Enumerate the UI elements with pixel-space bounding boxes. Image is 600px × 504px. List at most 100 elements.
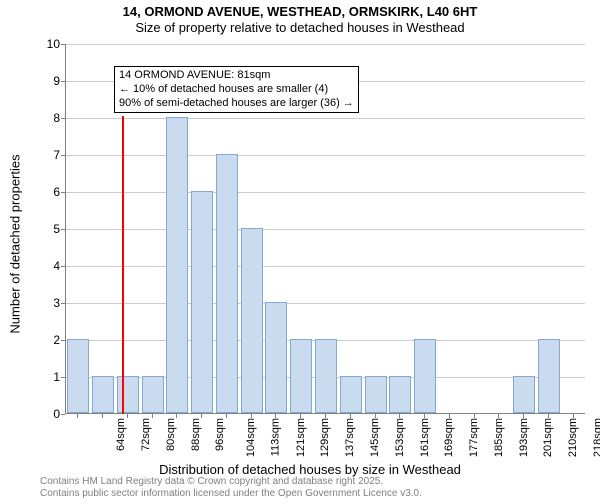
xtick-mark: [449, 414, 450, 418]
xtick-label: 72sqm: [140, 418, 152, 451]
ytick-mark: [61, 377, 65, 378]
xtick-label: 161sqm: [419, 418, 431, 457]
gridline: [66, 192, 585, 193]
bar: [389, 376, 411, 413]
ytick-mark: [61, 81, 65, 82]
gridline: [66, 229, 585, 230]
marker-line: [122, 116, 124, 414]
xtick-mark: [201, 414, 202, 418]
ytick-label: 5: [40, 222, 60, 236]
xtick-label: 64sqm: [115, 418, 127, 451]
bar: [92, 376, 114, 413]
ytick-label: 10: [40, 37, 60, 51]
bar: [142, 376, 164, 413]
ytick-label: 0: [40, 407, 60, 421]
plot-area: 14 ORMOND AVENUE: 81sqm ← 10% of detache…: [65, 44, 585, 414]
bar: [241, 228, 263, 413]
ytick-label: 3: [40, 296, 60, 310]
xtick-mark: [498, 414, 499, 418]
y-axis-title: Number of detached properties: [8, 154, 23, 333]
ytick-mark: [61, 303, 65, 304]
ytick-label: 9: [40, 74, 60, 88]
xtick-label: 137sqm: [344, 418, 356, 457]
xtick-mark: [127, 414, 128, 418]
ytick-label: 2: [40, 333, 60, 347]
xtick-label: 113sqm: [269, 418, 281, 456]
xtick-mark: [300, 414, 301, 418]
ytick-label: 1: [40, 370, 60, 384]
chart-title-main: 14, ORMOND AVENUE, WESTHEAD, ORMSKIRK, L…: [0, 4, 600, 19]
xtick-mark: [226, 414, 227, 418]
bar: [538, 339, 560, 413]
annotation-box: 14 ORMOND AVENUE: 81sqm ← 10% of detache…: [114, 66, 359, 113]
annotation-line-2: ← 10% of detached houses are smaller (4): [119, 83, 354, 97]
xtick-label: 185sqm: [493, 418, 505, 457]
bar: [365, 376, 387, 413]
xtick-mark: [399, 414, 400, 418]
ytick-label: 8: [40, 111, 60, 125]
bar: [340, 376, 362, 413]
bar: [414, 339, 436, 413]
bar: [166, 117, 188, 413]
xtick-mark: [523, 414, 524, 418]
bar: [290, 339, 312, 413]
xtick-label: 201sqm: [542, 418, 554, 457]
xtick-label: 88sqm: [190, 418, 202, 451]
ytick-mark: [61, 44, 65, 45]
annotation-line-3: 90% of semi-detached houses are larger (…: [119, 97, 354, 111]
bar: [191, 191, 213, 413]
chart-container: Number of detached properties 14 ORMOND …: [35, 44, 585, 444]
xtick-mark: [350, 414, 351, 418]
xtick-label: 153sqm: [394, 418, 406, 457]
xtick-mark: [152, 414, 153, 418]
ytick-mark: [61, 155, 65, 156]
xtick-mark: [375, 414, 376, 418]
ytick-label: 7: [40, 148, 60, 162]
ytick-mark: [61, 192, 65, 193]
bar: [117, 376, 139, 413]
xtick-mark: [251, 414, 252, 418]
ytick-label: 4: [40, 259, 60, 273]
gridline: [66, 118, 585, 119]
xtick-label: 104sqm: [245, 418, 257, 457]
xtick-mark: [77, 414, 78, 418]
attribution-line-2: Contains public sector information licen…: [40, 488, 422, 500]
annotation-line-1: 14 ORMOND AVENUE: 81sqm: [119, 69, 354, 83]
xtick-label: 177sqm: [468, 418, 480, 457]
xtick-mark: [275, 414, 276, 418]
bar: [67, 339, 89, 413]
chart-title-sub: Size of property relative to detached ho…: [0, 20, 600, 35]
xtick-label: 218sqm: [592, 418, 600, 457]
xtick-label: 169sqm: [443, 418, 455, 457]
xtick-mark: [424, 414, 425, 418]
ytick-label: 6: [40, 185, 60, 199]
ytick-mark: [61, 340, 65, 341]
xtick-mark: [325, 414, 326, 418]
bar: [265, 302, 287, 413]
gridline: [66, 44, 585, 45]
bar: [513, 376, 535, 413]
xtick-mark: [573, 414, 574, 418]
ytick-mark: [61, 229, 65, 230]
attribution-text: Contains HM Land Registry data © Crown c…: [40, 476, 422, 500]
ytick-mark: [61, 118, 65, 119]
xtick-label: 129sqm: [320, 418, 332, 457]
gridline: [66, 266, 585, 267]
gridline: [66, 303, 585, 304]
ytick-mark: [61, 414, 65, 415]
xtick-mark: [102, 414, 103, 418]
xtick-label: 96sqm: [214, 418, 226, 451]
ytick-mark: [61, 266, 65, 267]
x-axis-title: Distribution of detached houses by size …: [35, 462, 585, 477]
gridline: [66, 155, 585, 156]
attribution-line-1: Contains HM Land Registry data © Crown c…: [40, 476, 422, 488]
bar: [315, 339, 337, 413]
xtick-mark: [176, 414, 177, 418]
xtick-mark: [474, 414, 475, 418]
xtick-label: 193sqm: [518, 418, 530, 457]
xtick-label: 121sqm: [295, 418, 307, 457]
bar: [216, 154, 238, 413]
xtick-mark: [548, 414, 549, 418]
xtick-label: 80sqm: [165, 418, 177, 451]
xtick-label: 210sqm: [567, 418, 579, 457]
